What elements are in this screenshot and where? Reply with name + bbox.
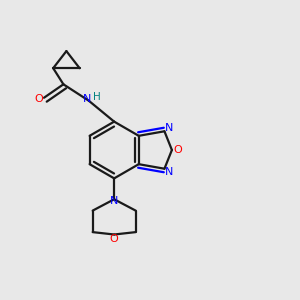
- Text: O: O: [34, 94, 43, 104]
- Text: N: N: [165, 123, 173, 133]
- Text: N: N: [83, 94, 92, 104]
- Text: O: O: [110, 234, 118, 244]
- Text: N: N: [110, 196, 118, 206]
- Text: H: H: [93, 92, 101, 102]
- Text: N: N: [165, 167, 173, 177]
- Text: O: O: [173, 145, 182, 155]
